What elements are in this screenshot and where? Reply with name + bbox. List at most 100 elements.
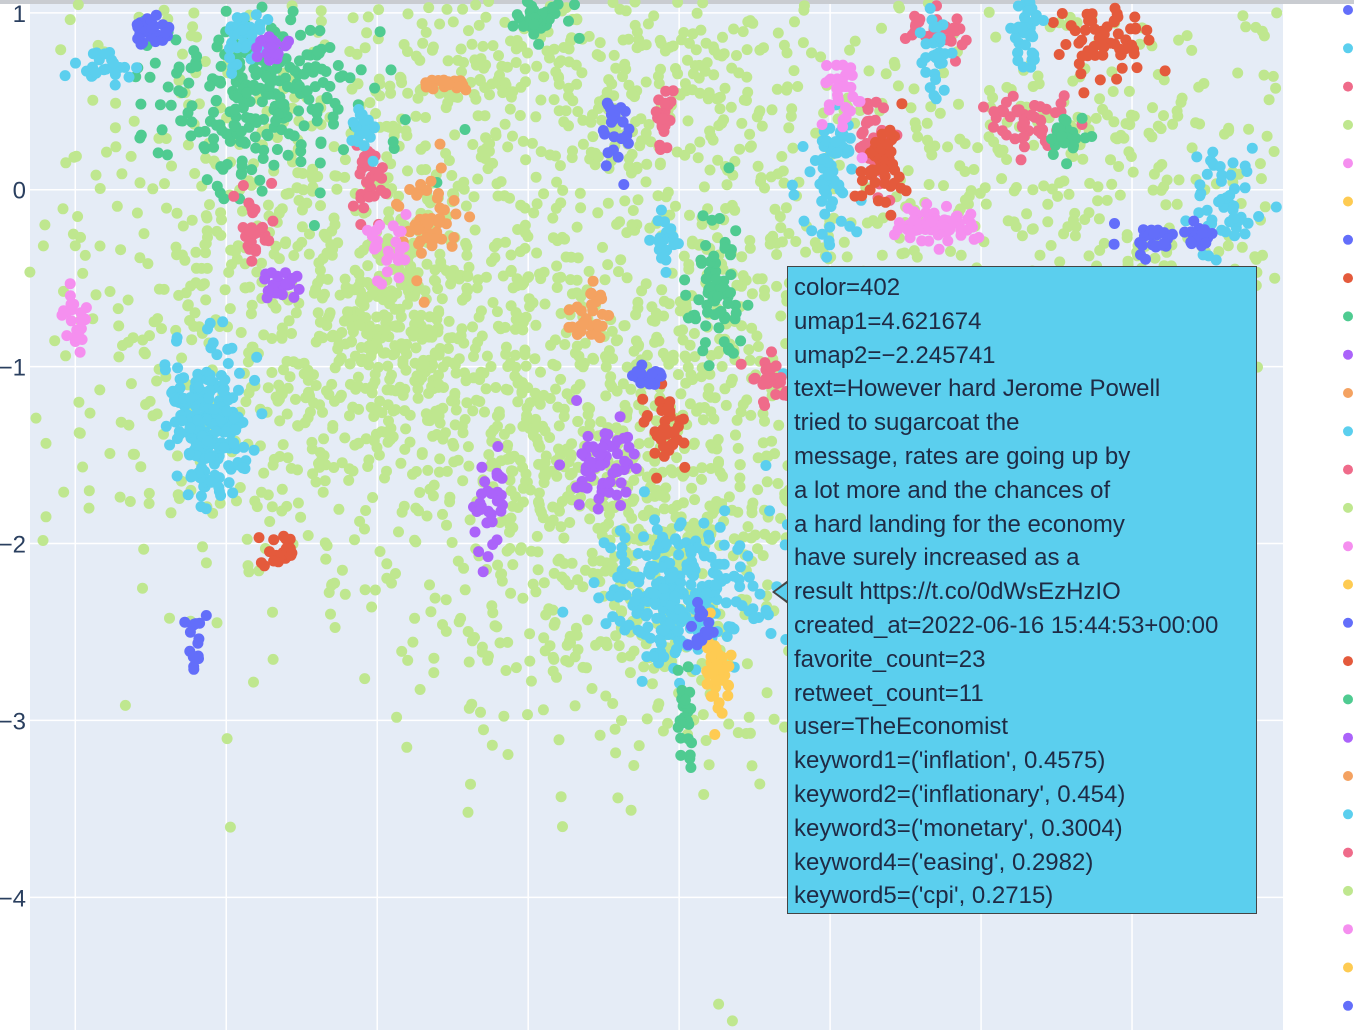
scatter-point[interactable] [736,251,748,263]
scatter-point[interactable] [161,202,172,214]
scatter-point[interactable] [655,63,666,75]
scatter-point[interactable] [934,107,946,119]
scatter-point[interactable] [399,383,411,395]
scatter-point[interactable] [672,68,684,80]
scatter-point[interactable] [303,93,315,105]
scatter-point[interactable] [789,16,800,28]
scatter-point[interactable] [667,40,679,52]
scatter-point[interactable] [817,153,829,165]
scatter-point[interactable] [916,235,928,247]
scatter-point[interactable] [437,508,448,520]
scatter-point[interactable] [441,519,452,531]
scatter-point[interactable] [239,282,251,294]
scatter-point[interactable] [164,439,176,451]
scatter-point[interactable] [276,322,288,334]
scatter-point[interactable] [125,150,137,162]
scatter-point[interactable] [672,0,684,8]
scatter-point[interactable] [492,441,504,452]
scatter-point[interactable] [521,0,533,8]
scatter-point[interactable] [1210,254,1222,266]
scatter-point[interactable] [776,236,788,248]
scatter-point[interactable] [421,258,433,270]
scatter-point[interactable] [570,383,582,395]
scatter-point[interactable] [267,606,278,618]
scatter-point[interactable] [176,352,188,364]
scatter-point[interactable] [698,789,710,800]
scatter-point[interactable] [732,543,744,555]
scatter-point[interactable] [717,31,728,43]
scatter-point[interactable] [228,412,240,424]
scatter-point[interactable] [732,727,744,739]
scatter-point[interactable] [672,664,684,676]
scatter-point[interactable] [355,356,367,368]
scatter-point[interactable] [1068,214,1079,226]
scatter-point[interactable] [262,285,274,297]
scatter-point[interactable] [94,240,106,252]
scatter-point[interactable] [99,48,111,60]
scatter-point[interactable] [402,165,413,177]
scatter-point[interactable] [395,457,407,469]
scatter-point[interactable] [526,137,538,149]
scatter-point[interactable] [203,392,215,404]
scatter-point[interactable] [302,364,314,376]
scatter-point[interactable] [83,502,95,514]
scatter-point[interactable] [1270,82,1282,94]
scatter-point[interactable] [700,273,712,285]
scatter-point[interactable] [362,11,374,23]
scatter-point[interactable] [1042,216,1054,228]
scatter-point[interactable] [564,630,576,642]
scatter-point[interactable] [544,640,556,652]
scatter-point[interactable] [347,200,359,212]
scatter-point[interactable] [204,452,216,464]
scatter-point[interactable] [896,248,908,260]
scatter-point[interactable] [651,612,663,624]
scatter-point[interactable] [670,200,681,212]
scatter-point[interactable] [595,459,607,471]
scatter-point[interactable] [318,433,330,445]
scatter-point[interactable] [407,468,418,480]
scatter-point[interactable] [511,280,523,292]
scatter-point[interactable] [549,617,561,628]
scatter-point[interactable] [754,588,766,600]
scatter-point[interactable] [619,58,631,70]
scatter-point[interactable] [436,293,448,305]
scatter-point[interactable] [841,251,853,263]
scatter-point[interactable] [217,316,229,328]
scatter-point[interactable] [87,94,99,106]
scatter-point[interactable] [656,561,667,573]
scatter-point[interactable] [399,254,411,266]
scatter-point[interactable] [571,78,583,90]
scatter-point[interactable] [1111,73,1123,85]
scatter-point[interactable] [585,288,597,300]
scatter-point[interactable] [759,290,770,302]
scatter-point[interactable] [72,211,84,222]
scatter-point[interactable] [470,93,482,105]
scatter-point[interactable] [466,38,478,50]
scatter-point[interactable] [314,157,326,169]
scatter-point[interactable] [339,588,351,600]
scatter-point[interactable] [468,351,479,362]
scatter-point[interactable] [189,307,201,319]
scatter-point[interactable] [429,592,441,604]
scatter-point[interactable] [362,260,374,272]
scatter-point[interactable] [336,327,348,338]
scatter-point[interactable] [1035,128,1047,140]
scatter-point[interactable] [925,216,937,228]
scatter-point[interactable] [684,398,696,410]
scatter-point[interactable] [855,166,867,178]
scatter-point[interactable] [445,269,457,281]
scatter-point[interactable] [994,146,1006,158]
scatter-point[interactable] [77,461,89,473]
scatter-point[interactable] [697,345,709,357]
scatter-point[interactable] [912,224,924,236]
scatter-point[interactable] [418,296,430,308]
scatter-point[interactable] [492,559,504,571]
scatter-point[interactable] [953,98,964,110]
scatter-point[interactable] [500,341,512,353]
scatter-point[interactable] [678,250,690,262]
scatter-point[interactable] [747,580,759,592]
scatter-point[interactable] [459,367,470,379]
scatter-point[interactable] [572,106,584,117]
scatter-point[interactable] [772,478,784,489]
scatter-point[interactable] [628,645,640,657]
